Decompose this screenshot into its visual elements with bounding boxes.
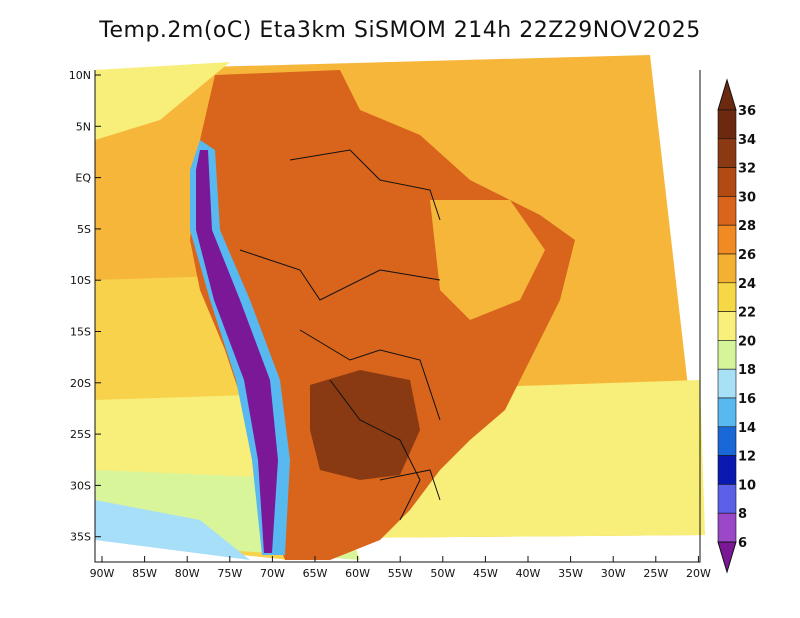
lon-tick-label: 50W [430,567,455,580]
colorbar-swatch [717,282,737,312]
lon-tick-label: 40W [516,567,541,580]
colorbar-swatch [717,311,737,341]
lon-tick-label: 90W [90,567,115,580]
colorbar-swatch [717,397,737,428]
lon-tick-label: 70W [260,567,285,580]
land-very-hot-region [310,370,420,480]
colorbar-swatch [717,138,737,168]
lat-tick-label: 10N [69,69,91,82]
lat-tick-label: 10S [70,274,91,287]
border-line [379,469,441,501]
colorbar-swatch [717,253,737,284]
colorbar-label: 32 [738,162,756,177]
colorbar-label: 14 [738,421,756,436]
lat-tick-label: 15S [70,326,91,339]
border-line [289,149,441,221]
lon-tick-label: 45W [473,567,498,580]
colorbar-label: 28 [738,219,756,234]
colorbar-min-arrow [717,541,737,574]
colorbar-swatch [717,512,737,543]
colorbar-label: 24 [738,277,756,292]
lon-tick-label: 25W [643,567,668,580]
border-line [299,329,441,421]
lat-tick-label: 35S [70,531,91,544]
lat-tick-label: 25S [70,428,91,441]
colorbar-max-arrow [717,78,737,111]
lon-tick-label: 60W [345,567,370,580]
colorbar-swatch [717,368,737,399]
andes-cold-band [196,150,278,553]
lon-tick-label: 55W [388,567,413,580]
colorbar-label: 10 [738,478,756,493]
colorbar-swatch [717,167,737,197]
lon-tick-label: 65W [303,567,328,580]
colorbar-swatch [717,484,737,514]
colorbar-label: 26 [738,248,756,263]
lon-tick-label: 35W [558,567,583,580]
longitude-axis: 90W 85W 80W 75W 70W 65W 60W 55W 50W 45W 40W 35W 30W 2… [90,556,711,580]
colorbar-swatch [717,455,737,485]
colorbar-swatch [717,340,737,370]
map-frame [94,70,701,563]
colorbar-label: 20 [738,334,756,349]
lon-tick-label: 75W [217,567,242,580]
lat-tick-label: 5N [76,120,91,133]
lon-tick-label: 30W [601,567,626,580]
country-borders [239,149,441,521]
colorbar-label: 16 [738,392,756,407]
lon-tick-label: 20W [686,567,711,580]
colorbar-swatch [717,224,737,255]
south-america-landmass [190,70,575,560]
ocean-north-cool-region [95,62,230,140]
colorbar: 36 34 32 30 28 26 24 22 20 18 16 14 12 10 8 6 [717,78,756,574]
colorbar-swatch [717,196,737,226]
colorbar-label: 22 [738,306,756,321]
colorbar-swatch [717,426,737,456]
colorbar-label: 18 [738,363,756,378]
lon-tick-label: 80W [175,567,200,580]
colorbar-label: 12 [738,450,756,465]
lat-tick-label: EQ [75,172,91,185]
lat-tick-label: 5S [77,223,91,236]
border-line [239,249,441,301]
colorbar-label: 36 [738,104,756,119]
lon-tick-label: 85W [132,567,157,580]
colorbar-swatch [717,109,737,140]
colorbar-label: 34 [738,133,756,148]
ocean-colder-region [95,500,250,560]
colorbar-label: 6 [738,536,747,551]
land-mild-region [430,200,545,320]
colorbar-label: 8 [738,507,747,522]
colorbar-label: 30 [738,190,756,205]
latitude-axis: 10N 5N EQ 5S 10S 15S 20S 25S 30S 35S [69,69,101,544]
lat-tick-label: 20S [70,377,91,390]
map-title: Temp.2m(oC) Eta3km SiSMOM 214h 22Z29NOV2… [99,18,701,43]
border-line [329,379,421,521]
lat-tick-label: 30S [70,479,91,492]
